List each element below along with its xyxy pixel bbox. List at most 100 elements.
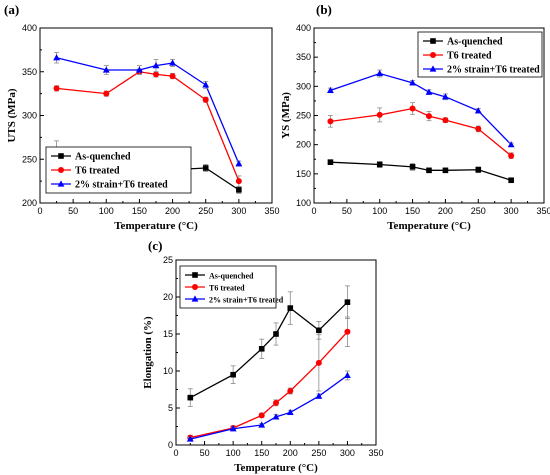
- x-tick-label: 50: [342, 206, 352, 216]
- data-point: [442, 93, 449, 100]
- x-tick-label: 0: [173, 448, 178, 458]
- data-point: [235, 160, 243, 167]
- x-tick-label: 250: [471, 206, 486, 216]
- data-point: [327, 86, 334, 94]
- y-tick-label: 350: [22, 67, 37, 77]
- y-axis-title: YS (MPa): [280, 92, 292, 139]
- x-tick-label: 300: [231, 206, 246, 216]
- series-1: [187, 316, 351, 441]
- data-point: [442, 117, 449, 124]
- series-1: [327, 102, 515, 160]
- data-point: [344, 328, 351, 335]
- data-point: [287, 305, 294, 311]
- data-point: [235, 178, 242, 185]
- data-point: [409, 105, 416, 112]
- legend-label: T6 treated: [209, 284, 245, 293]
- x-tick-label: 350: [264, 206, 279, 216]
- data-point: [508, 177, 514, 184]
- x-tick-label: 50: [200, 448, 210, 458]
- data-point: [102, 66, 110, 73]
- y-tick-label: 250: [22, 154, 37, 164]
- legend-label: T6 treated: [447, 51, 492, 62]
- x-tick-label: 0: [37, 206, 42, 216]
- x-tick-label: 50: [68, 206, 78, 216]
- x-tick-label: 200: [438, 206, 453, 216]
- x-tick-label: 200: [165, 206, 180, 216]
- x-tick-label: 250: [311, 448, 326, 458]
- data-point: [258, 412, 265, 419]
- legend: As-quenched T6 treated 2% strain+T6 treate…: [417, 31, 543, 78]
- data-point: [230, 371, 236, 378]
- data-point: [186, 435, 194, 442]
- data-point: [136, 66, 143, 73]
- data-point: [53, 54, 60, 61]
- y-tick-label: 150: [296, 169, 311, 179]
- data-point: [229, 425, 237, 432]
- series-2: [327, 69, 515, 148]
- data-point: [316, 327, 322, 334]
- data-point: [409, 164, 416, 170]
- series-line: [330, 161, 512, 181]
- x-tick-label: 300: [504, 206, 519, 216]
- y-tick-label: 300: [296, 81, 311, 91]
- panel-0: (a) 0 50 100 150 200 250 300 350 200 250 300 350 400 T…: [4, 2, 280, 232]
- series-2: [53, 52, 243, 167]
- x-tick-label: 200: [283, 448, 298, 458]
- x-tick-label: 350: [536, 206, 550, 216]
- y-tick-label: 25: [163, 255, 173, 265]
- legend: As-quenched T6 treated 2% strain+T6 treate…: [179, 265, 284, 309]
- x-tick-label: 0: [311, 206, 316, 216]
- y-tick-label: 400: [296, 23, 311, 33]
- x-tick-label: 350: [368, 448, 383, 458]
- series-line: [330, 107, 512, 157]
- data-point: [273, 399, 279, 406]
- y-tick-label: 400: [22, 23, 37, 33]
- data-point: [475, 125, 482, 132]
- x-tick-label: 100: [372, 206, 387, 216]
- data-point: [507, 141, 515, 148]
- legend-marker: [192, 284, 198, 290]
- data-point: [103, 90, 110, 97]
- series-line: [189, 301, 348, 399]
- data-point: [272, 413, 280, 420]
- data-point: [53, 85, 60, 92]
- x-axis-title: Temperature (°C): [387, 220, 471, 232]
- data-point: [425, 88, 433, 95]
- data-point: [344, 299, 351, 305]
- data-point: [169, 59, 176, 66]
- y-tick-label: 0: [168, 440, 173, 450]
- data-point: [344, 371, 351, 379]
- data-point: [426, 113, 432, 120]
- data-point: [153, 71, 159, 78]
- data-point: [287, 387, 294, 394]
- data-point: [475, 166, 482, 173]
- y-tick-label: 200: [22, 198, 37, 208]
- legend-marker: [58, 167, 64, 173]
- data-point: [376, 69, 384, 77]
- y-axis-title: Elongation (%): [142, 316, 154, 389]
- x-tick-label: 150: [132, 206, 147, 216]
- data-point: [236, 187, 242, 193]
- panel-label: (a): [4, 2, 19, 17]
- data-point: [315, 392, 323, 399]
- data-point: [187, 394, 194, 401]
- legend-label: 2% strain+T6 treated: [447, 65, 540, 76]
- x-tick-label: 300: [340, 448, 355, 458]
- y-tick-label: 5: [168, 403, 173, 413]
- data-point: [202, 165, 209, 171]
- data-point: [508, 152, 515, 159]
- x-tick-label: 250: [198, 206, 213, 216]
- y-tick-label: 350: [296, 52, 311, 62]
- data-point: [286, 408, 294, 416]
- data-point: [258, 421, 266, 428]
- data-point: [474, 107, 482, 114]
- panel-2: (c) 0 50 100 150 200 250 300 350 0 5 10 15 20 25 Temper…: [142, 238, 384, 474]
- legend-marker: [429, 65, 437, 72]
- y-tick-label: 20: [163, 292, 173, 302]
- legend-label: As-quenched: [447, 37, 503, 48]
- legend-label: As-quenched: [209, 272, 254, 281]
- y-axis-title: UTS (MPa): [6, 88, 18, 142]
- y-tick-label: 100: [296, 198, 311, 208]
- y-tick-label: 200: [296, 140, 311, 150]
